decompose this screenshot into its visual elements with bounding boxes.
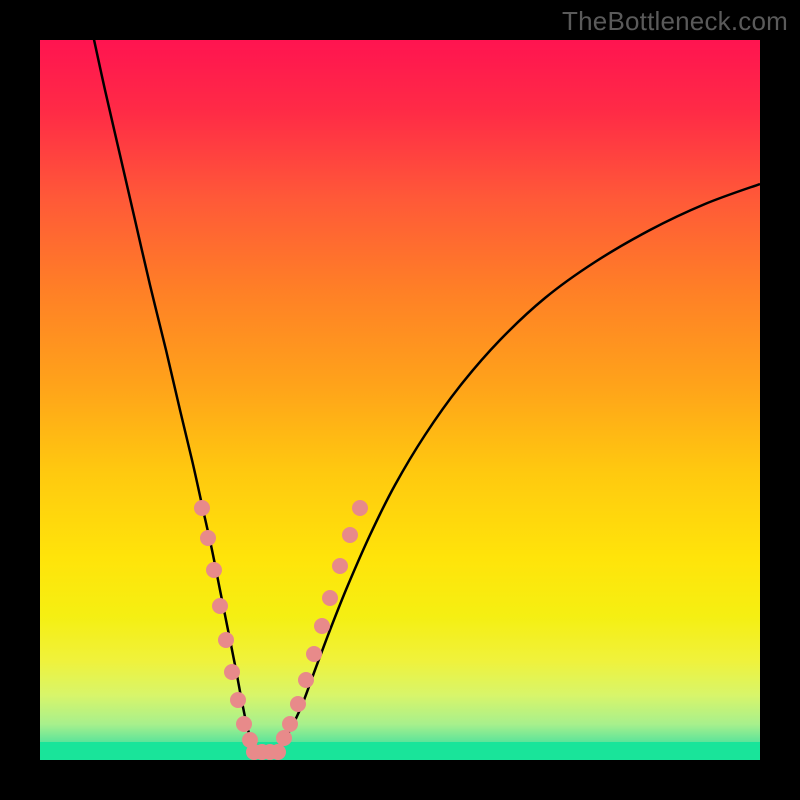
watermark-text: TheBottleneck.com [562,6,788,37]
data-marker [230,692,246,708]
curve-right [272,184,760,752]
data-marker [224,664,240,680]
data-marker [290,696,306,712]
data-marker [236,716,252,732]
data-marker [212,598,228,614]
curve-left [93,40,262,752]
data-marker [270,744,286,760]
data-marker [322,590,338,606]
data-marker [200,530,216,546]
data-markers [194,500,368,760]
data-marker [298,672,314,688]
data-marker [194,500,210,516]
data-marker [276,730,292,746]
chart-curves [40,40,760,760]
data-marker [314,618,330,634]
data-marker [206,562,222,578]
data-marker [282,716,298,732]
data-marker [352,500,368,516]
data-marker [342,527,358,543]
data-marker [332,558,348,574]
data-marker [306,646,322,662]
data-marker [218,632,234,648]
plot-area [40,40,760,760]
